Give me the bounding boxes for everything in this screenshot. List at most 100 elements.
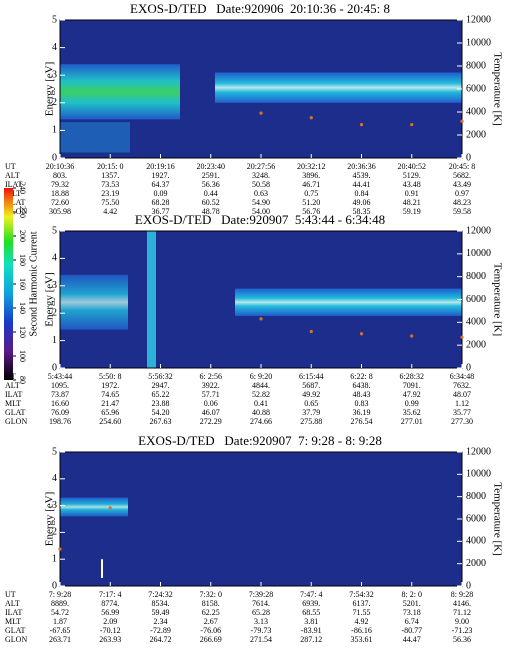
orbit-value: 46.07: [202, 408, 220, 417]
orbit-value: 36.19: [353, 408, 371, 417]
orbit-value: 3896.: [302, 171, 320, 180]
temperature-point: [309, 116, 313, 120]
orbit-value: 0.91: [405, 189, 419, 198]
temperature-point: [460, 119, 464, 123]
orbit-value: 8534.: [152, 599, 170, 608]
x-tick-label: 6: 9:20: [250, 372, 272, 381]
orbit-row-label: MLT: [5, 189, 21, 198]
y2-tick-label: 12000: [466, 225, 491, 236]
orbit-value: 68.55: [302, 608, 320, 617]
orbit-value: 0.84: [355, 189, 369, 198]
y-tick-label: 2: [52, 307, 57, 318]
orbit-value: -86.16: [351, 626, 372, 635]
y-tick-label: 5: [52, 225, 57, 236]
orbit-value: -72.89: [150, 626, 171, 635]
orbit-value: 6939.: [302, 599, 320, 608]
panel-title: EXOS-D/TED Date:920907 7: 9:28 - 8: 9:28: [138, 433, 382, 448]
orbit-value: 54.90: [252, 198, 270, 207]
x-tick-label: 8: 2: 0: [402, 590, 422, 599]
x-tick-label: 5:56:32: [148, 372, 172, 381]
orbit-value: 9.00: [455, 617, 469, 626]
orbit-value: 71.12: [453, 608, 471, 617]
orbit-value: 37.79: [302, 408, 320, 417]
y-tick-label: 3: [52, 69, 57, 80]
orbit-value: 1.12: [455, 399, 469, 408]
orbit-value: 79.32: [51, 180, 69, 189]
orbit-value: 1357.: [101, 171, 119, 180]
orbit-row-label: ALT: [5, 381, 20, 390]
orbit-value: 264.72: [150, 635, 172, 644]
orbit-value: 23.19: [101, 189, 119, 198]
x-tick-label: 7: 9:28: [49, 590, 71, 599]
x-tick-label: 7:32: 0: [200, 590, 222, 599]
orbit-value: 0.83: [355, 399, 369, 408]
temperature-point: [359, 123, 364, 127]
orbit-value: 2947.: [152, 381, 170, 390]
panel-title: EXOS-D/TED Date:920906 20:10:36 - 20:45:…: [130, 1, 390, 16]
orbit-value: 51.20: [302, 198, 320, 207]
y2-tick-label: 12000: [466, 14, 491, 25]
orbit-value: 48.23: [453, 198, 471, 207]
y2-tick-label: 10000: [466, 248, 491, 259]
x-tick-label: 20:40:52: [398, 162, 426, 171]
y2-tick-label: 4000: [466, 317, 486, 328]
spectrum-band: [60, 122, 130, 153]
x-tick-label: 8: 9:28: [451, 590, 473, 599]
y-axis-label: Energy [eV]: [44, 62, 56, 116]
orbit-value: 23.88: [152, 399, 170, 408]
orbit-row-label: ILAT: [5, 180, 22, 189]
orbit-value: 276.54: [351, 417, 373, 426]
y-tick-label: 1: [52, 553, 57, 564]
orbit-value: 3922.: [202, 381, 220, 390]
orbit-row-label: MLT: [5, 399, 21, 408]
orbit-value: 56.99: [101, 608, 119, 617]
orbit-value: 1.87: [53, 617, 67, 626]
y-tick-label: 3: [52, 500, 57, 511]
orbit-value: 35.77: [453, 408, 471, 417]
orbit-value: 803.: [53, 171, 67, 180]
y2-tick-label: 2000: [466, 339, 486, 350]
orbit-value: 263.71: [49, 635, 71, 644]
y2-tick-label: 4000: [466, 106, 486, 117]
orbit-value: 5129.: [403, 171, 421, 180]
temperature-point: [410, 334, 414, 338]
y2-tick-label: 0: [466, 152, 471, 163]
y2-tick-label: 2000: [466, 558, 486, 569]
orbit-value: 48.21: [403, 198, 421, 207]
orbit-value: 52.82: [252, 390, 270, 399]
colorbar-tick-label: 240: [18, 182, 27, 194]
orbit-value: 4.92: [355, 617, 369, 626]
x-tick-label: 7:47: 4: [300, 590, 322, 599]
orbit-value: 0.75: [304, 189, 318, 198]
y2-axis-label: Temperature [K]: [491, 482, 503, 555]
orbit-value: 1927.: [152, 171, 170, 180]
x-tick-label: 20:23:40: [197, 162, 225, 171]
x-tick-label: 20:32:12: [297, 162, 325, 171]
orbit-value: 1095.: [51, 381, 69, 390]
orbit-value: 271.54: [250, 635, 272, 644]
orbit-value: 36.77: [152, 207, 170, 216]
orbit-value: 73.53: [101, 180, 119, 189]
orbit-value: 44.47: [403, 635, 421, 644]
orbit-value: 4844.: [252, 381, 270, 390]
y-tick-label: 4: [52, 473, 57, 484]
y-tick-label: 4: [52, 42, 57, 53]
y2-tick-label: 6000: [466, 294, 486, 305]
orbit-value: -83.91: [301, 626, 322, 635]
orbit-value: 3248.: [252, 171, 270, 180]
orbit-value: 277.01: [401, 417, 423, 426]
y2-tick-label: 2000: [466, 129, 486, 140]
orbit-value: 64.37: [152, 180, 170, 189]
y-tick-label: 2: [52, 527, 57, 538]
orbit-value: 44.41: [353, 180, 371, 189]
y2-tick-label: 10000: [466, 469, 491, 480]
orbit-value: 58.35: [353, 207, 371, 216]
x-tick-label: 6:34:48: [450, 372, 474, 381]
orbit-value: 0.09: [154, 189, 168, 198]
x-tick-label: 20:27:56: [247, 162, 275, 171]
plot-background: [60, 452, 462, 586]
orbit-value: 0.97: [455, 189, 469, 198]
orbit-value: 8889.: [51, 599, 69, 608]
spectrum-band: [60, 64, 180, 120]
